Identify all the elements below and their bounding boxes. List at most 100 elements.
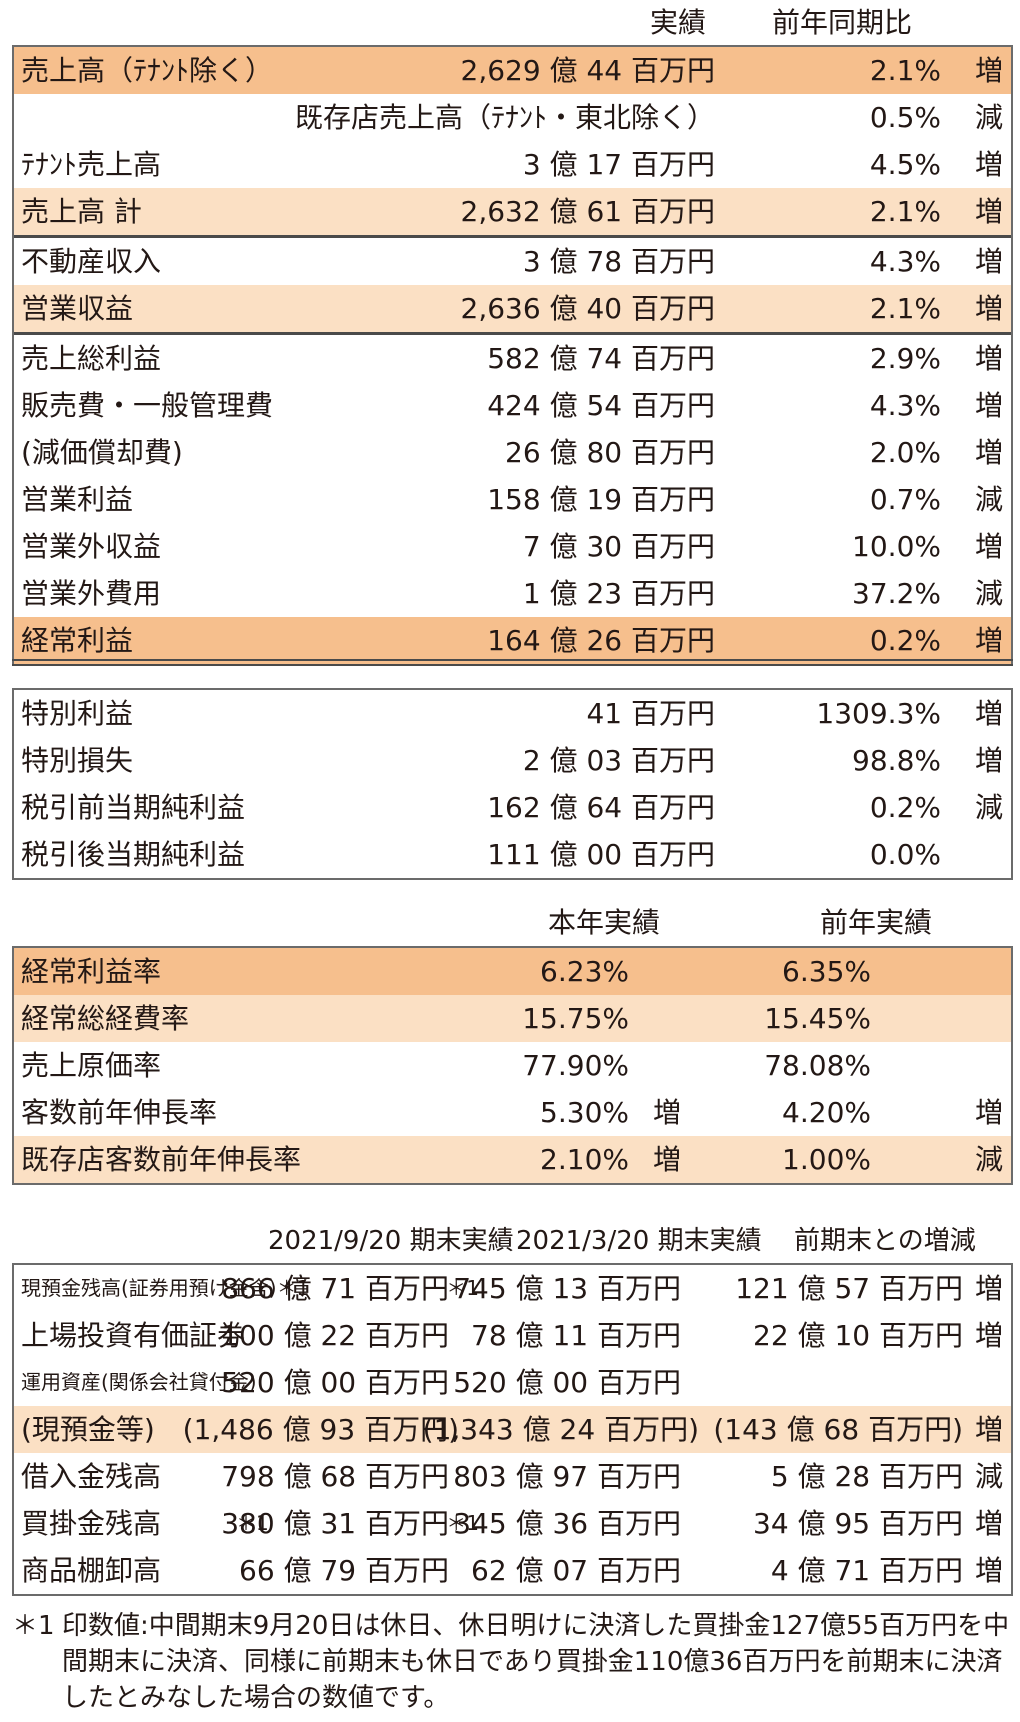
footnote-mark: ＊1 — [446, 1511, 479, 1535]
row-col2: (1,343 億 24 百万円) — [422, 1413, 699, 1446]
row-pct: 10.0% — [852, 530, 941, 563]
table-row: 客数前年伸長率 5.30% 増 4.20% 増 — [14, 1089, 1011, 1136]
row-col2: 520 億 00 百万円 — [453, 1366, 681, 1399]
row-pct: 4.3% — [869, 389, 941, 422]
row-value: 158 億 19 百万円 — [487, 483, 715, 516]
header-col2: 2021/3/20 期末実績 — [516, 1226, 762, 1256]
header-previous-year: 前年実績 — [820, 906, 933, 939]
row-label: 商品棚卸高 — [21, 1554, 162, 1587]
income-statement-table: 売上高（ﾃﾅﾝﾄ除く） 2,629 億 44 百万円 2.1% 増 既存店売上高… — [12, 45, 1013, 664]
row-label: 税引後当期純利益 — [21, 838, 246, 871]
table-row: 特別損失 2 億 03 百万円 98.8% 増 — [14, 737, 1011, 784]
row-direction: 増 — [974, 389, 1003, 422]
row-col3: 121 億 57 百万円 — [735, 1272, 963, 1305]
row-col1: 100 億 22 百万円 — [221, 1319, 449, 1352]
row-label: 売上高 計 — [21, 195, 142, 228]
row-direction: 増 — [974, 744, 1003, 777]
row-label: 売上原価率 — [21, 1049, 162, 1082]
row-current-direction: 増 — [652, 1143, 681, 1176]
row-label: 税引前当期純利益 — [21, 791, 246, 824]
row-direction: 減 — [974, 483, 1003, 516]
row-col2: 745 億 13 百万円 — [453, 1272, 681, 1305]
row-col1: 520 億 00 百万円 — [221, 1366, 449, 1399]
row-previous: 1.00% — [782, 1143, 871, 1176]
row-label: ﾃﾅﾝﾄ売上高 — [21, 148, 162, 181]
table-row: 売上総利益 582 億 74 百万円 2.9% 増 — [14, 335, 1011, 382]
table-row: 売上原価率 77.90% 78.08% — [14, 1042, 1011, 1089]
header-col3: 前期末との増減 — [794, 1226, 976, 1256]
row-label: 不動産収入 — [21, 245, 162, 278]
row-col1: 866 億 71 百万円 — [221, 1272, 449, 1305]
row-label: 営業外費用 — [21, 577, 162, 610]
table-row: 上場投資有価証券 100 億 22 百万円 78 億 11 百万円 22 億 1… — [14, 1312, 1011, 1359]
row-col1: 380 億 31 百万円 — [221, 1507, 449, 1540]
row-pct: 0.2% — [869, 791, 941, 824]
row-direction: 増 — [974, 1554, 1003, 1587]
row-pct: 2.1% — [869, 54, 941, 87]
extraordinary-items-table: 特別利益 41 百万円 1309.3% 増 特別損失 2 億 03 百万円 98… — [12, 688, 1013, 880]
row-previous: 15.45% — [764, 1002, 871, 1035]
row-current: 6.23% — [540, 955, 629, 988]
row-value: 3 億 78 百万円 — [522, 245, 715, 278]
row-value: 41 百万円 — [586, 697, 715, 730]
row-label: 客数前年伸長率 — [21, 1096, 218, 1129]
table-row: 商品棚卸高 66 億 79 百万円 62 億 07 百万円 4 億 71 百万円… — [14, 1547, 1011, 1594]
row-value: 1 億 23 百万円 — [522, 577, 715, 610]
row-label: 営業収益 — [21, 292, 134, 325]
row-direction: 減 — [974, 577, 1003, 610]
row-direction: 増 — [974, 148, 1003, 181]
row-previous-direction: 増 — [974, 1096, 1003, 1129]
row-current: 5.30% — [540, 1096, 629, 1129]
table-row: 営業外収益 7 億 30 百万円 10.0% 増 — [14, 523, 1011, 570]
row-value: 424 億 54 百万円 — [487, 389, 715, 422]
row-pct: 2.0% — [869, 436, 941, 469]
table-row: ﾃﾅﾝﾄ売上高 3 億 17 百万円 4.5% 増 — [14, 141, 1011, 188]
row-pct: 37.2% — [852, 577, 941, 610]
row-col3: 4 億 71 百万円 — [770, 1554, 963, 1587]
row-direction: 増 — [974, 697, 1003, 730]
table-row: 既存店客数前年伸長率 2.10% 増 1.00% 減 — [14, 1136, 1011, 1183]
row-value: 2 億 03 百万円 — [522, 744, 715, 777]
row-value: 111 億 00 百万円 — [487, 838, 715, 871]
table-row: 経常利益 164 億 26 百万円 0.2% 増 — [14, 617, 1011, 664]
row-current: 77.90% — [522, 1049, 629, 1082]
row-previous-direction: 減 — [974, 1143, 1003, 1176]
row-value: 2,636 億 40 百万円 — [460, 292, 716, 325]
row-value: 582 億 74 百万円 — [487, 342, 715, 375]
row-label: 経常利益 — [21, 624, 134, 657]
row-direction: 増 — [974, 342, 1003, 375]
row-col3: 22 億 10 百万円 — [753, 1319, 963, 1352]
row-col1: 66 億 79 百万円 — [239, 1554, 449, 1587]
row-label: 借入金残高 — [21, 1460, 162, 1493]
row-direction: 増 — [974, 530, 1003, 563]
row-col3: (143 億 68 百万円) — [713, 1413, 963, 1446]
divider — [14, 332, 1011, 335]
row-pct: 4.5% — [869, 148, 941, 181]
row-pct: 4.3% — [869, 245, 941, 278]
row-label: 営業利益 — [21, 483, 134, 516]
double-divider — [12, 659, 1013, 666]
footnote-text: 印数値:中間期末9月20日は休日、休日明けに決済した買掛金127億55百万円を中… — [62, 1611, 1010, 1713]
row-col2: 78 億 11 百万円 — [471, 1319, 681, 1352]
row-previous: 6.35% — [782, 955, 871, 988]
table-row: (現預金等) (1,486 億 93 百万円) (1,343 億 24 百万円)… — [14, 1406, 1011, 1453]
row-direction: 減 — [974, 1460, 1003, 1493]
row-direction: 減 — [974, 101, 1003, 134]
row-pct: 0.2% — [869, 624, 941, 657]
row-label: 特別利益 — [21, 697, 134, 730]
row-direction: 増 — [974, 1507, 1003, 1540]
row-label: 運用資産(関係会社貸付金) — [21, 1370, 257, 1394]
table-row: 経常利益率 6.23% 6.35% — [14, 948, 1011, 995]
row-value: 2,629 億 44 百万円 — [460, 54, 716, 87]
ratios-table: 経常利益率 6.23% 6.35% 経常総経費率 15.75% 15.45% 売… — [12, 946, 1013, 1185]
row-pct: 98.8% — [852, 744, 941, 777]
row-pct: 0.0% — [869, 838, 941, 871]
footnote-mark: ＊1 — [12, 1611, 55, 1641]
row-direction: 減 — [974, 791, 1003, 824]
row-label: (現預金等) — [21, 1413, 155, 1446]
header-col1: 2021/9/20 期末実績 — [268, 1226, 514, 1256]
row-direction: 増 — [974, 436, 1003, 469]
row-label: 売上総利益 — [21, 342, 162, 375]
header-actual: 実績 — [650, 6, 707, 39]
